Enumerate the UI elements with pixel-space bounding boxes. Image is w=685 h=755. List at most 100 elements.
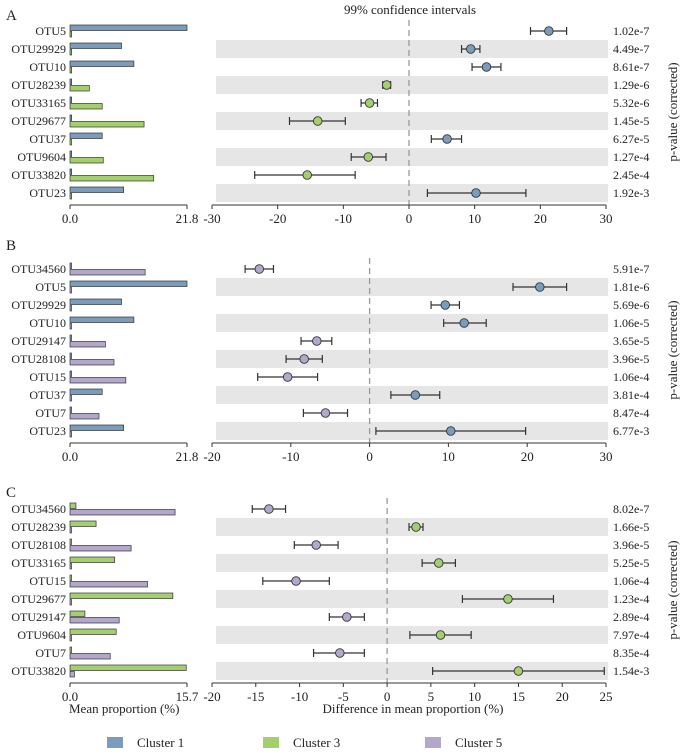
mean-bar-cluster-1 [69, 24, 188, 31]
diff-point [513, 666, 524, 676]
otu-label: OTU28108 [11, 352, 66, 366]
diff-axis-tick-label: 10 [468, 689, 481, 704]
x-axis-label-mean: Mean proportion (%) [69, 701, 179, 716]
p-value: 4.49e-7 [613, 42, 649, 56]
diff-point [434, 558, 444, 568]
p-value: 6.77e-3 [613, 424, 649, 438]
diff-point [411, 522, 421, 532]
otu-label: OTU34560 [11, 262, 66, 276]
diff-axis-tick-label: 10 [468, 211, 481, 226]
row-band [216, 184, 608, 202]
diff-axis-tick-label: -15 [247, 689, 264, 704]
mean-bar-cluster-1 [69, 406, 72, 413]
legend: Cluster 1 Cluster 3 Cluster 5 [107, 735, 502, 750]
otu-label: OTU5 [35, 280, 66, 294]
otu-label: OTU28239 [11, 78, 66, 92]
diff-axis-tick-label: 20 [556, 689, 569, 704]
diff-point [342, 612, 352, 622]
mean-bar-cluster-1 [69, 388, 103, 395]
legend-swatch [107, 737, 123, 748]
diff-point [311, 540, 321, 550]
mean-bar-cluster-1 [69, 352, 72, 359]
mean-bar-cluster-3 [69, 610, 86, 617]
mean-bar-cluster-3 [69, 85, 90, 92]
diff-axis-tick-label: -20 [203, 449, 220, 464]
row-band [216, 350, 608, 368]
mean-bar-cluster-5 [69, 599, 72, 606]
p-value: 1.29e-6 [613, 78, 649, 92]
p-value: 5.69e-6 [613, 298, 649, 312]
mean-bar-cluster-3 [69, 49, 72, 56]
p-value: 8.61e-7 [613, 60, 649, 74]
p-value: 1.66e-5 [613, 520, 649, 534]
diff-point [302, 170, 312, 180]
otu-label: OTU29929 [11, 298, 66, 312]
diff-axis-tick-label: 0 [366, 449, 373, 464]
otu-label: OTU10 [29, 316, 66, 330]
mean-bar-cluster-1 [69, 280, 188, 287]
diff-point [446, 426, 456, 436]
panel-letter: C [6, 485, 16, 501]
diff-point [299, 354, 309, 364]
diff-axis-tick-label: 15 [512, 689, 525, 704]
mean-bar-cluster-3 [69, 646, 72, 653]
otu-label: OTU15 [29, 574, 66, 588]
diff-axis-tick-label: -20 [203, 689, 220, 704]
otu-label: OTU23 [29, 186, 66, 200]
mean-bar-cluster-1 [69, 334, 72, 341]
row-band [216, 76, 608, 94]
mean-bar-cluster-1 [69, 96, 72, 103]
p-value-axis-label: p-value (corrected) [665, 540, 680, 639]
p-value: 3.96e-5 [613, 538, 649, 552]
mean-bar-cluster-5 [69, 395, 72, 402]
p-value: 8.35e-4 [613, 646, 649, 660]
mean-bar-cluster-1 [69, 78, 72, 85]
diff-axis-tick-label: 0 [384, 689, 391, 704]
bar-axis-tick-label: 0.0 [62, 449, 78, 464]
mean-bar-cluster-5 [69, 563, 72, 570]
diff-point [320, 408, 331, 418]
diff-point [544, 26, 554, 36]
p-value: 6.27e-5 [613, 132, 649, 146]
diff-axis-tick-label: 25 [600, 689, 613, 704]
otu-label: OTU9604 [17, 628, 66, 642]
diff-point [254, 264, 265, 274]
mean-bar-cluster-3 [69, 67, 72, 74]
p-value: 1.06e-4 [613, 370, 649, 384]
mean-bar-cluster-5 [69, 359, 115, 366]
otu-label: OTU29147 [11, 334, 66, 348]
row-band [216, 278, 608, 296]
mean-bar-cluster-3 [69, 628, 117, 635]
diff-axis-tick-label: 30 [600, 211, 613, 226]
row-band [216, 112, 608, 130]
diff-point [442, 134, 452, 144]
diff-point [410, 390, 421, 400]
legend-label: Cluster 1 [137, 735, 184, 750]
p-value: 1.92e-3 [613, 186, 649, 200]
diff-point [312, 116, 323, 126]
mean-bar-cluster-5 [69, 431, 72, 438]
diff-point [459, 318, 469, 328]
mean-bar-cluster-1 [69, 42, 122, 49]
row-band [216, 662, 608, 680]
diff-point [264, 504, 274, 514]
mean-bar-cluster-5 [69, 287, 72, 294]
mean-bar-cluster-1 [69, 370, 72, 377]
otu-label: OTU29929 [11, 42, 66, 56]
mean-bar-cluster-5 [69, 653, 111, 660]
mean-bar-cluster-3 [69, 574, 72, 581]
mean-bar-cluster-5 [69, 581, 148, 588]
bar-axis-tick-label: 0.0 [62, 211, 78, 226]
mean-bar-cluster-1 [69, 316, 135, 323]
mean-bar-cluster-1 [69, 186, 125, 193]
p-value: 3.81e-4 [613, 388, 649, 402]
diff-axis-tick-label: -10 [335, 211, 352, 226]
otu-label: OTU33165 [11, 96, 66, 110]
mean-bar-cluster-1 [69, 298, 122, 305]
diff-point [282, 372, 293, 382]
mean-bar-cluster-3 [69, 121, 145, 128]
p-value-axis-label: p-value (corrected) [665, 300, 680, 399]
diff-point [312, 336, 322, 346]
diff-axis-tick-label: 20 [521, 449, 534, 464]
diff-point [471, 188, 481, 198]
